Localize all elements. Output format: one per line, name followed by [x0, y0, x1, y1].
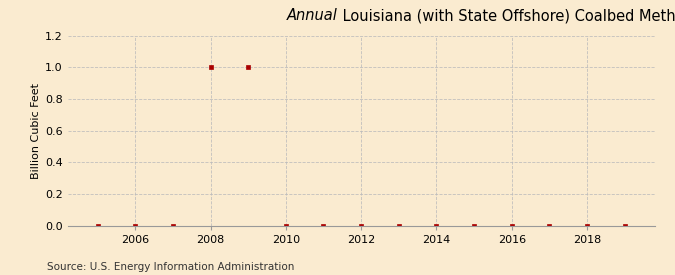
- Text: Source: U.S. Energy Information Administration: Source: U.S. Energy Information Administ…: [47, 262, 294, 272]
- Y-axis label: Billion Cubic Feet: Billion Cubic Feet: [31, 82, 40, 179]
- Text: Louisiana (with State Offshore) Coalbed Methane Production: Louisiana (with State Offshore) Coalbed …: [338, 8, 675, 23]
- Text: Annual: Annual: [287, 8, 338, 23]
